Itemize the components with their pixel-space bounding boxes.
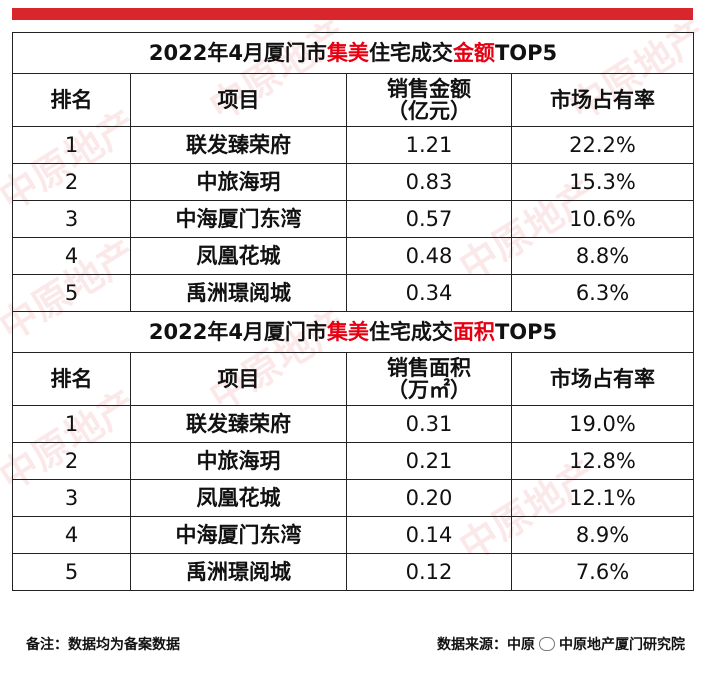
project-cell: 禹洲璟阅城	[130, 274, 347, 312]
table-row: 2 中旅海玥 0.83 15.3%	[12, 163, 694, 201]
table-row: 4 凤凰花城 0.48 8.8%	[12, 237, 694, 275]
header-rank: 排名	[12, 352, 131, 406]
rank-cell: 4	[12, 516, 131, 554]
project-cell: 中旅海玥	[130, 442, 347, 480]
project-cell: 禹洲璟阅城	[130, 553, 347, 591]
share-cell: 8.8%	[511, 237, 694, 275]
value-cell: 0.34	[346, 274, 512, 312]
table-row: 4 中海厦门东湾 0.14 8.9%	[12, 516, 694, 554]
share-cell: 15.3%	[511, 163, 694, 201]
value-cell: 0.21	[346, 442, 512, 480]
value-cell: 0.83	[346, 163, 512, 201]
rank-cell: 5	[12, 274, 131, 312]
title-text: 住宅成交	[368, 41, 453, 65]
footer-note: 备注：数据均为备案数据	[26, 637, 180, 653]
table-row: 1 联发臻荣府 1.21 22.2%	[12, 126, 694, 164]
project-cell: 凤凰花城	[130, 479, 347, 517]
account-name: 中原地产厦门研究院	[559, 637, 685, 653]
project-cell: 联发臻荣府	[130, 405, 347, 443]
amount-table-title: 2022年4月厦门市集美住宅成交金额TOP5	[12, 32, 694, 74]
footer: 备注：数据均为备案数据 数据来源：中原 中原地产厦门研究院	[12, 624, 693, 662]
header-sales-area: 销售面积 （万㎡）	[346, 352, 512, 406]
value-cell: 1.21	[346, 126, 512, 164]
project-cell: 凤凰花城	[130, 237, 347, 275]
area-table-title: 2022年4月厦门市集美住宅成交面积TOP5	[12, 311, 694, 353]
share-cell: 12.8%	[511, 442, 694, 480]
rank-cell: 2	[12, 163, 131, 201]
share-cell: 12.1%	[511, 479, 694, 517]
header-rank: 排名	[12, 73, 131, 127]
title-text: TOP5	[494, 41, 558, 65]
table-row: 1 联发臻荣府 0.31 19.0%	[12, 405, 694, 443]
title-text: TOP5	[494, 320, 558, 344]
rank-cell: 3	[12, 200, 131, 238]
footer-source: 数据来源：中原 中原地产厦门研究院	[437, 634, 685, 654]
value-cell: 0.48	[346, 237, 512, 275]
header-project: 项目	[130, 73, 347, 127]
title-highlight: 面积	[452, 320, 495, 344]
rank-cell: 3	[12, 479, 131, 517]
title-text: 2022年4月厦门市	[148, 320, 327, 344]
data-sheet: 2022年4月厦门市集美住宅成交金额TOP5 排名 项目 销售金额 （亿元） 市…	[12, 32, 694, 591]
value-cell: 0.31	[346, 405, 512, 443]
table-row: 3 中海厦门东湾 0.57 10.6%	[12, 200, 694, 238]
title-highlight: 集美	[326, 320, 369, 344]
title-text: 2022年4月厦门市	[148, 41, 327, 65]
table-row: 5 禹洲璟阅城 0.12 7.6%	[12, 553, 694, 591]
header-sales-amount: 销售金额 （亿元）	[346, 73, 512, 127]
title-highlight: 金额	[452, 41, 495, 65]
table-row: 2 中旅海玥 0.21 12.8%	[12, 442, 694, 480]
rank-cell: 1	[12, 126, 131, 164]
project-cell: 中海厦门东湾	[130, 200, 347, 238]
amount-table: 2022年4月厦门市集美住宅成交金额TOP5 排名 项目 销售金额 （亿元） 市…	[12, 32, 694, 312]
rank-cell: 1	[12, 405, 131, 443]
top-accent-bar	[12, 8, 693, 20]
share-cell: 19.0%	[511, 405, 694, 443]
share-cell: 8.9%	[511, 516, 694, 554]
header-project: 项目	[130, 352, 347, 406]
value-cell: 0.12	[346, 553, 512, 591]
value-cell: 0.57	[346, 200, 512, 238]
share-cell: 6.3%	[511, 274, 694, 312]
value-cell: 0.14	[346, 516, 512, 554]
title-highlight: 集美	[326, 41, 369, 65]
project-cell: 中海厦门东湾	[130, 516, 347, 554]
rank-cell: 2	[12, 442, 131, 480]
header-market-share: 市场占有率	[511, 352, 694, 406]
table-row: 5 禹洲璟阅城 0.34 6.3%	[12, 274, 694, 312]
source-label: 数据来源：中原	[437, 637, 535, 653]
title-text: 住宅成交	[368, 320, 453, 344]
table-row: 3 凤凰花城 0.20 12.1%	[12, 479, 694, 517]
share-cell: 7.6%	[511, 553, 694, 591]
rank-cell: 4	[12, 237, 131, 275]
project-cell: 联发臻荣府	[130, 126, 347, 164]
wechat-icon	[539, 637, 555, 651]
rank-cell: 5	[12, 553, 131, 591]
share-cell: 10.6%	[511, 200, 694, 238]
share-cell: 22.2%	[511, 126, 694, 164]
project-cell: 中旅海玥	[130, 163, 347, 201]
area-table: 2022年4月厦门市集美住宅成交面积TOP5 排名 项目 销售面积 （万㎡） 市…	[12, 311, 694, 591]
header-market-share: 市场占有率	[511, 73, 694, 127]
value-cell: 0.20	[346, 479, 512, 517]
